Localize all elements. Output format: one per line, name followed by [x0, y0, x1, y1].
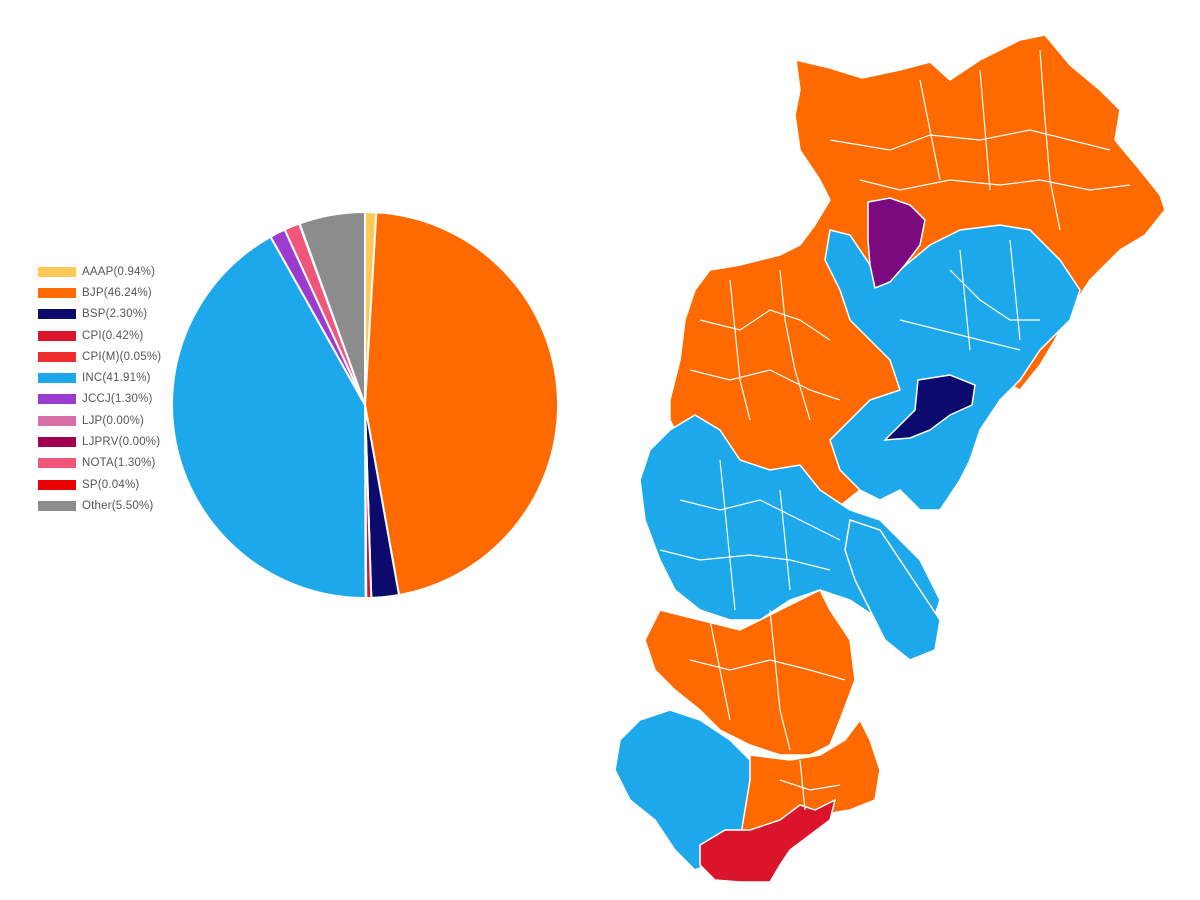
legend-label: CPI(0.42%): [82, 329, 144, 342]
legend-swatch: [38, 373, 76, 384]
legend-label: INC(41.91%): [82, 372, 151, 385]
map-region-bjp-south[interactable]: [644, 588, 856, 756]
legend-swatch: [38, 287, 76, 298]
legend-swatch: [38, 394, 76, 405]
legend-label: AAAP(0.94%): [82, 265, 156, 278]
legend-label: SP(0.04%): [82, 478, 140, 491]
legend-item[interactable]: AAAP(0.94%): [38, 261, 208, 282]
legend-item[interactable]: BJP(46.24%): [38, 282, 208, 303]
constituency-results-map: [614, 34, 1166, 883]
legend-label: Other(5.50%): [82, 499, 154, 512]
legend-item[interactable]: CPI(M)(0.05%): [38, 346, 208, 367]
legend-item[interactable]: NOTA(1.30%): [38, 453, 208, 474]
legend-item[interactable]: Other(5.50%): [38, 495, 208, 516]
legend-item[interactable]: INC(41.91%): [38, 367, 208, 388]
legend-label: LJPRV(0.00%): [82, 436, 161, 449]
legend-label: BSP(2.30%): [82, 308, 148, 321]
map-region-bsp[interactable]: [883, 374, 976, 441]
vote-share-pie-chart: [171, 210, 559, 600]
map-constituency-borders: [659, 49, 1131, 811]
legend-item[interactable]: SP(0.04%): [38, 474, 208, 495]
legend-swatch: [38, 415, 76, 426]
legend-swatch: [38, 500, 76, 511]
map-region-inc-east[interactable]: [844, 519, 941, 661]
legend-swatch: [38, 479, 76, 490]
pie-legend: AAAP(0.94%) BJP(46.24%) BSP(2.30%) CPI(0…: [38, 261, 208, 517]
legend-label: LJP(0.00%): [82, 414, 145, 427]
legend-swatch: [38, 330, 76, 341]
pie-slice-bjp[interactable]: [363, 211, 559, 597]
map-region-bjp-far-south[interactable]: [739, 718, 881, 842]
map-region-cpi[interactable]: [699, 798, 837, 883]
legend-label: CPI(M)(0.05%): [82, 350, 162, 363]
legend-swatch: [38, 266, 76, 277]
legend-swatch: [38, 458, 76, 469]
legend-item[interactable]: LJPRV(0.00%): [38, 431, 208, 452]
pie-slice-other[interactable]: [298, 210, 366, 406]
legend-label: JCCJ(1.30%): [82, 393, 153, 406]
legend-label: BJP(46.24%): [82, 286, 152, 299]
legend-item[interactable]: BSP(2.30%): [38, 304, 208, 325]
legend-swatch: [38, 309, 76, 320]
legend-swatch: [38, 351, 76, 362]
legend-item[interactable]: JCCJ(1.30%): [38, 389, 208, 410]
map-region-jccj[interactable]: [867, 197, 926, 290]
pie-slice-inc[interactable]: [171, 235, 367, 599]
legend-swatch: [38, 437, 76, 448]
legend-item[interactable]: LJP(0.00%): [38, 410, 208, 431]
legend-label: NOTA(1.30%): [82, 457, 156, 470]
legend-item[interactable]: CPI(0.42%): [38, 325, 208, 346]
